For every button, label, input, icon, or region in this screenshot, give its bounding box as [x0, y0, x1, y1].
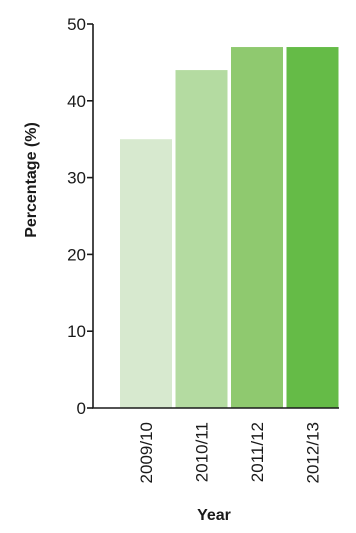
x-axis-title: Year	[197, 507, 231, 524]
y-tick-label: 30	[67, 169, 86, 188]
y-tick-label: 50	[67, 15, 86, 34]
y-tick-label: 0	[77, 399, 86, 418]
x-tick-label: 2012/13	[304, 422, 323, 483]
bar-2009-10	[120, 139, 172, 408]
y-tick-label: 10	[67, 322, 86, 341]
y-tick-label: 20	[67, 245, 86, 264]
y-ticks-group: 0 10 20 30 40 50	[67, 15, 93, 418]
x-ticks-group: 2009/10 2010/11 2011/12 2012/13	[137, 422, 323, 483]
bars-group	[120, 47, 339, 408]
bar-2012-13	[286, 47, 339, 408]
bar-2011-12	[231, 47, 283, 408]
x-tick-label: 2009/10	[137, 422, 156, 483]
x-tick-label: 2010/11	[193, 422, 212, 482]
y-tick-label: 40	[67, 92, 86, 111]
x-tick-label: 2011/12	[248, 422, 267, 482]
y-axis-title: Percentage (%)	[23, 122, 40, 238]
bar-2010-11	[175, 70, 228, 408]
